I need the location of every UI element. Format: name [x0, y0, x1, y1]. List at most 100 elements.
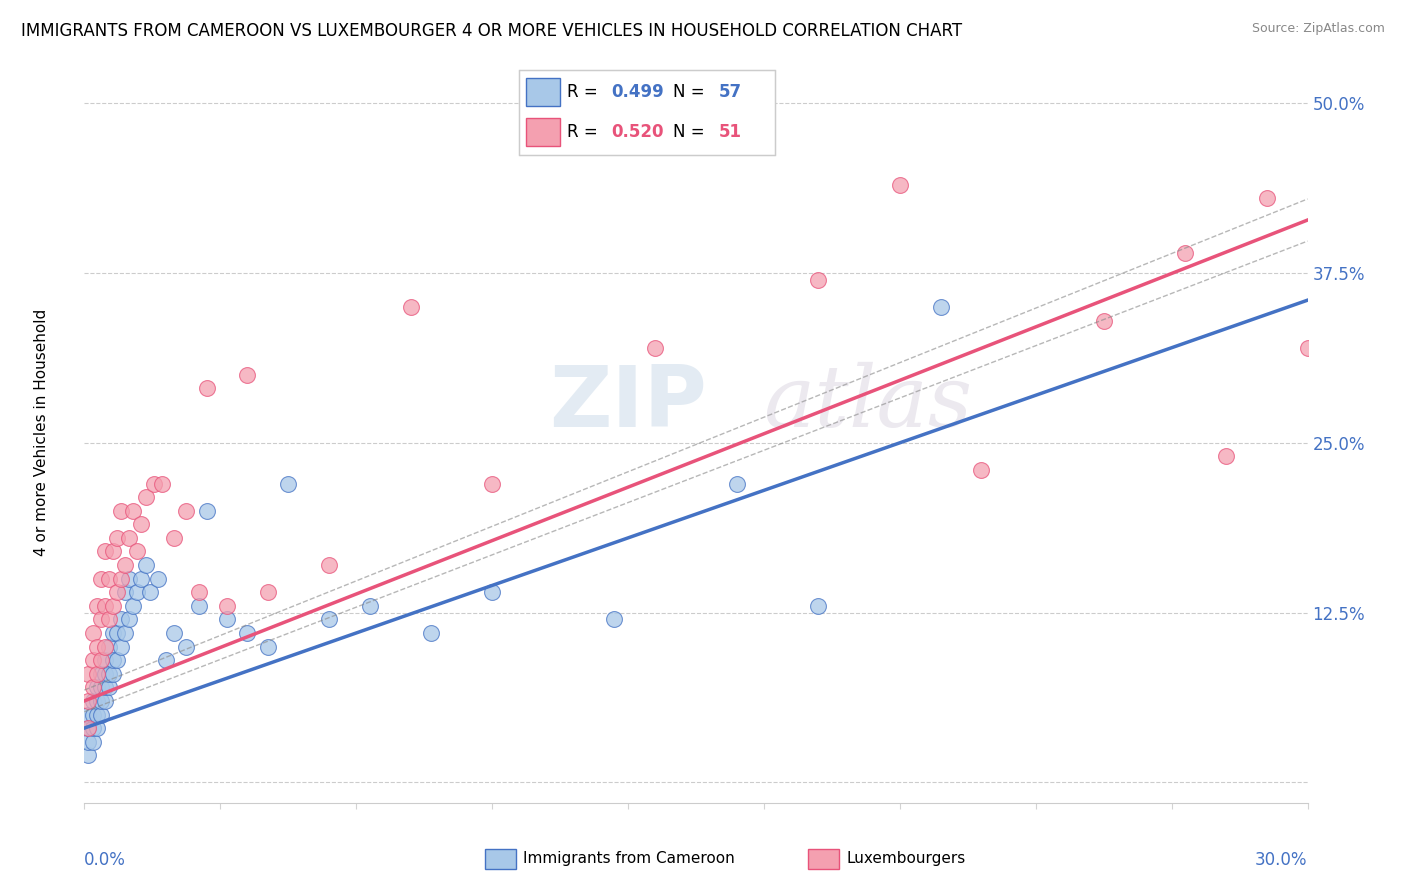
Point — [86, 666, 108, 681]
Point — [97, 681, 120, 695]
Point — [86, 640, 108, 654]
Text: ZIP: ZIP — [550, 361, 707, 444]
Point — [889, 178, 911, 192]
Point — [101, 666, 124, 681]
Text: Luxembourgers: Luxembourgers — [846, 851, 966, 865]
Point — [114, 585, 136, 599]
Point — [318, 612, 340, 626]
Point — [105, 626, 128, 640]
Point — [236, 368, 259, 382]
Point — [725, 476, 748, 491]
Point — [93, 681, 115, 695]
Point — [93, 640, 115, 654]
Point — [807, 599, 830, 613]
Point — [644, 341, 666, 355]
Point — [90, 707, 112, 722]
Point — [807, 273, 830, 287]
Point — [481, 476, 503, 491]
Point — [174, 504, 197, 518]
Point — [187, 599, 209, 613]
Text: Immigrants from Cameroon: Immigrants from Cameroon — [523, 851, 735, 865]
Point — [82, 653, 104, 667]
Point — [118, 531, 141, 545]
Point — [1215, 450, 1237, 464]
Point — [77, 707, 100, 722]
Point — [101, 599, 124, 613]
Point — [481, 585, 503, 599]
Point — [82, 721, 104, 735]
Point — [131, 517, 153, 532]
Point — [420, 626, 443, 640]
Point — [82, 681, 104, 695]
Text: 0.0%: 0.0% — [84, 851, 127, 869]
Point — [82, 707, 104, 722]
Point — [135, 558, 157, 572]
Point — [86, 694, 108, 708]
Point — [929, 300, 952, 314]
Point — [150, 476, 173, 491]
Point — [187, 585, 209, 599]
Point — [359, 599, 381, 613]
Point — [1317, 110, 1340, 124]
Point — [318, 558, 340, 572]
Point — [101, 653, 124, 667]
Point — [138, 585, 160, 599]
Point — [77, 694, 100, 708]
Point — [82, 734, 104, 748]
Point — [131, 572, 153, 586]
Point — [195, 504, 218, 518]
Point — [93, 599, 115, 613]
Point — [97, 666, 120, 681]
Point — [90, 666, 112, 681]
Point — [77, 748, 100, 763]
Point — [77, 721, 100, 735]
Point — [1296, 341, 1319, 355]
Text: atlas: atlas — [763, 361, 973, 444]
Point — [86, 707, 108, 722]
Text: Source: ZipAtlas.com: Source: ZipAtlas.com — [1251, 22, 1385, 36]
Point — [146, 572, 169, 586]
Point — [257, 585, 280, 599]
Point — [236, 626, 259, 640]
Point — [118, 572, 141, 586]
Point — [1256, 191, 1278, 205]
Point — [174, 640, 197, 654]
Point — [155, 653, 177, 667]
Point — [90, 681, 112, 695]
Point — [93, 653, 115, 667]
Point — [1092, 313, 1115, 327]
Point — [86, 599, 108, 613]
Point — [114, 626, 136, 640]
Point — [1174, 245, 1197, 260]
Point — [90, 694, 112, 708]
Point — [110, 504, 132, 518]
Point — [105, 531, 128, 545]
Point — [101, 626, 124, 640]
Point — [93, 666, 115, 681]
Text: 30.0%: 30.0% — [1256, 851, 1308, 869]
Point — [97, 640, 120, 654]
Point — [77, 666, 100, 681]
Point — [277, 476, 299, 491]
Point — [118, 612, 141, 626]
Point — [970, 463, 993, 477]
Point — [77, 721, 100, 735]
Point — [93, 544, 115, 558]
Point — [101, 544, 124, 558]
Point — [122, 504, 145, 518]
Point — [86, 721, 108, 735]
Point — [127, 544, 149, 558]
Point — [97, 612, 120, 626]
Point — [110, 572, 132, 586]
Text: 4 or more Vehicles in Household: 4 or more Vehicles in Household — [34, 309, 49, 557]
Point — [97, 572, 120, 586]
Point — [163, 531, 186, 545]
Point — [82, 694, 104, 708]
Point — [217, 599, 239, 613]
Point — [257, 640, 280, 654]
Point — [217, 612, 239, 626]
Point — [142, 476, 165, 491]
Point — [90, 653, 112, 667]
Point — [127, 585, 149, 599]
Text: IMMIGRANTS FROM CAMEROON VS LUXEMBOURGER 4 OR MORE VEHICLES IN HOUSEHOLD CORRELA: IMMIGRANTS FROM CAMEROON VS LUXEMBOURGER… — [21, 22, 962, 40]
